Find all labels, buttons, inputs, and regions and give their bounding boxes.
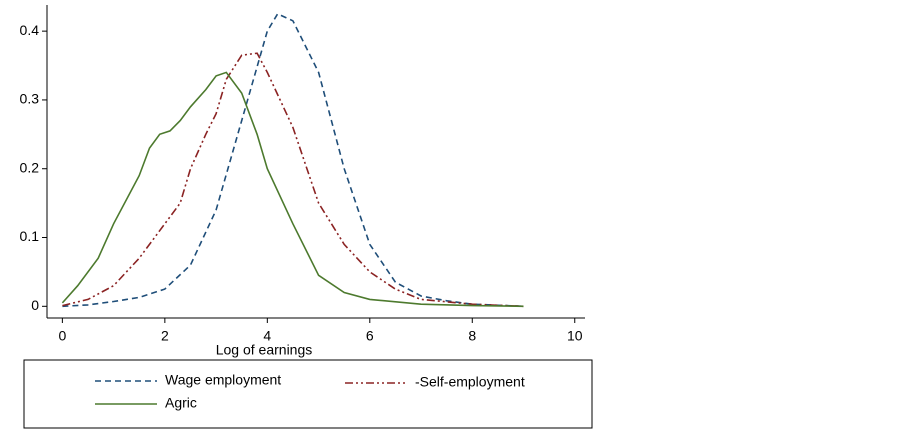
y-tick-label: 0.3 [20,91,40,107]
y-tick-label: 0 [31,297,39,313]
y-tick-label: 0.2 [20,159,40,175]
x-tick-label: 8 [468,328,476,344]
series-line [62,52,524,308]
legend-label: -Self-employment [415,374,525,390]
x-tick-label: 2 [161,328,169,344]
x-axis-label: Log of earnings [216,342,313,358]
x-tick-label: 4 [263,328,271,344]
legend-label: Agric [165,395,197,411]
x-tick-label: 10 [567,328,583,344]
y-tick-label: 0.4 [20,22,40,38]
legend [23,359,593,429]
legend-label: Wage employment [165,372,281,388]
series-line [61,71,524,308]
series-line [62,12,524,308]
x-tick-label: 6 [366,328,374,344]
x-tick-label: 0 [58,328,66,344]
y-tick-label: 0.1 [20,228,40,244]
